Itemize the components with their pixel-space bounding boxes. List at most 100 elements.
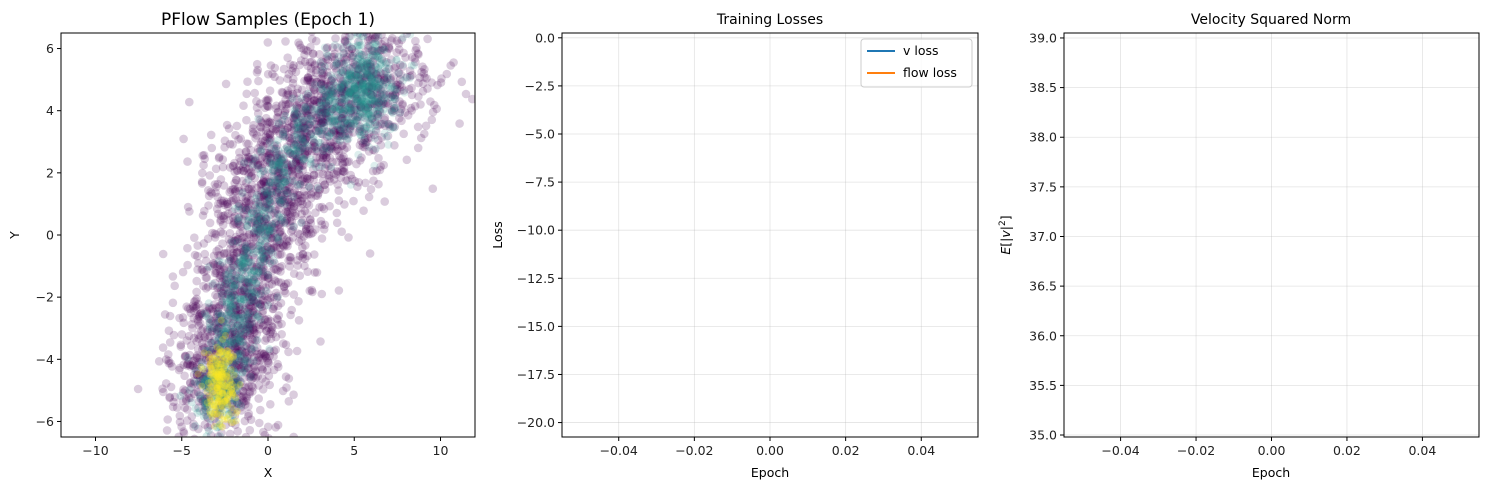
sample-point: [264, 117, 273, 126]
sample-point: [289, 126, 299, 135]
sample-point: [251, 373, 261, 383]
sample-point: [192, 370, 202, 379]
sample-point-dense: [265, 226, 274, 235]
sample-point: [221, 275, 231, 285]
sample-point-peak: [210, 447, 217, 454]
sample-point: [275, 76, 285, 85]
sample-point: [281, 340, 291, 350]
sample-point: [253, 109, 263, 118]
sample-point: [200, 401, 210, 411]
sample-point: [185, 207, 194, 216]
sample-point: [199, 407, 208, 416]
sample-point-dense: [206, 338, 215, 347]
sample-point: [312, 97, 322, 107]
sample-point: [306, 98, 315, 107]
sample-point: [364, 82, 374, 91]
sample-point: [263, 133, 272, 142]
sample-point: [305, 76, 314, 85]
sample-point: [208, 345, 217, 355]
sample-point: [243, 351, 252, 360]
sample-point: [273, 169, 283, 178]
sample-point: [229, 244, 238, 254]
sample-point: [280, 195, 290, 204]
sample-point: [374, 135, 383, 145]
sample-point: [238, 311, 248, 321]
sample-point: [303, 251, 312, 261]
sample-point: [270, 264, 279, 274]
sample-point: [266, 229, 276, 239]
sample-point: [234, 186, 244, 196]
sample-point: [273, 178, 282, 187]
sample-point-dense: [278, 196, 287, 205]
sample-point: [217, 356, 227, 366]
sample-point-dense: [356, 106, 365, 115]
sample-point: [337, 59, 347, 68]
sample-point: [322, 159, 331, 169]
sample-point: [357, 136, 366, 146]
sample-point: [220, 383, 229, 392]
sample-point: [242, 289, 251, 298]
sample-point-dense: [323, 107, 332, 116]
sample-point: [294, 163, 304, 172]
sample-point: [260, 430, 270, 437]
sample-point: [311, 65, 321, 75]
sample-point: [338, 158, 347, 168]
sample-point: [316, 118, 326, 127]
sample-point: [290, 177, 300, 186]
sample-point-dense: [235, 263, 244, 272]
sample-point: [413, 49, 423, 58]
sample-point: [240, 262, 250, 272]
sample-point: [272, 152, 282, 162]
sample-point: [253, 159, 263, 168]
sample-point: [423, 84, 432, 93]
sample-point-dense: [326, 71, 335, 80]
sample-point: [288, 233, 298, 242]
sample-point-dense: [216, 343, 225, 352]
sample-point-dense: [271, 218, 280, 227]
sample-point-dense: [273, 293, 282, 302]
sample-point: [304, 111, 313, 121]
sample-point: [430, 100, 439, 110]
sample-point-dense: [256, 214, 265, 223]
sample-point: [310, 142, 319, 151]
sample-point: [244, 289, 253, 298]
sample-point-dense: [280, 218, 289, 227]
y-tick-label: −10.0: [517, 223, 555, 238]
sample-point-dense: [273, 161, 282, 169]
sample-point: [191, 301, 200, 311]
sample-point: [193, 345, 203, 354]
sample-point: [217, 330, 226, 339]
sample-point-dense: [254, 262, 263, 271]
sample-point: [236, 261, 245, 270]
sample-point: [218, 318, 227, 327]
sample-point: [180, 371, 189, 381]
sample-point-dense: [337, 95, 346, 104]
sample-point: [217, 335, 227, 345]
sample-point: [293, 88, 302, 98]
sample-point: [194, 258, 203, 268]
sample-point: [334, 196, 344, 205]
sample-point: [303, 93, 312, 103]
sample-point: [318, 177, 328, 186]
sample-point: [296, 56, 306, 65]
x-tick-label: 0.04: [907, 443, 935, 458]
sample-point: [258, 141, 268, 151]
sample-point: [175, 313, 184, 323]
sample-point: [220, 271, 229, 280]
sample-point: [345, 99, 354, 108]
sample-point-dense: [183, 353, 192, 362]
sample-point: [274, 168, 284, 177]
sample-point: [296, 43, 306, 53]
sample-point: [194, 312, 204, 321]
sample-point: [345, 103, 354, 112]
sample-point: [263, 194, 272, 203]
sample-point-dense: [217, 332, 226, 341]
sample-point: [181, 351, 191, 361]
sample-point-dense: [320, 88, 329, 97]
sample-point: [232, 236, 241, 245]
sample-point: [222, 120, 232, 130]
sample-point: [255, 225, 265, 234]
sample-point: [203, 413, 213, 423]
sample-point: [220, 338, 230, 348]
sample-point-dense: [226, 415, 235, 424]
